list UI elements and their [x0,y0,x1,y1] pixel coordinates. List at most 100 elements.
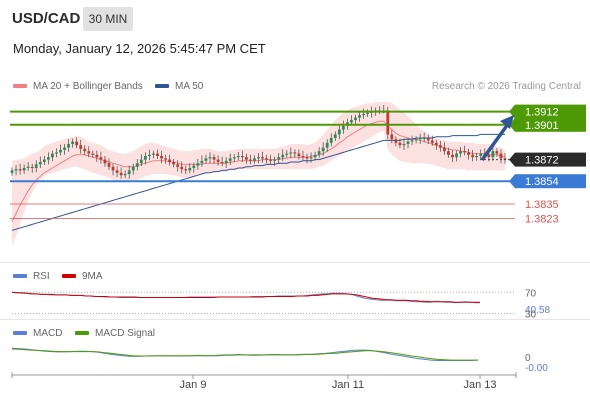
candle-body [115,170,119,173]
level-label: 1.3872 [525,155,559,167]
timestamp: Monday, January 12, 2026 5:45:47 PM CET [13,41,266,56]
candle-body [249,159,252,161]
candle-body [22,168,26,171]
candle-body [204,158,208,161]
candle-body [91,153,95,155]
legend-macd-signal: MACD Signal [75,328,155,339]
legend-rsi-label: RSI [33,271,50,282]
candle-body [394,139,398,143]
candle-body [487,154,491,158]
legend-ma50: MA 50 [155,81,203,92]
candle-body [30,166,34,168]
candle-body [196,163,200,166]
legend-macd-label: MACD [33,328,63,339]
macd-signal-swatch-icon [75,331,89,336]
level-label: 1.3901 [525,120,559,132]
legend-rsi-ma-label: 9MA [82,271,103,282]
candle-body [143,156,147,160]
candle-body [71,141,75,144]
ma50-swatch-icon [155,84,169,89]
candle-body [438,145,442,148]
candle-body [281,154,285,158]
candle-body [503,158,507,160]
time-axis: Jan 9 Jan 11 Jan 13 [11,372,517,391]
candle-body [257,157,260,159]
candle-body [14,169,18,171]
level-label: 1.3835 [525,199,559,211]
candle-body [499,153,503,159]
rsi-value-label: 40.58 [525,305,550,316]
candle-body [451,154,454,158]
candle-body [176,164,180,167]
candle-body [495,151,499,154]
candle-body [366,112,370,114]
candle-body [426,138,430,141]
candle-body [269,159,273,161]
macd-tick-label: 0 [525,353,531,364]
candle-body [313,154,317,158]
candle-body [67,144,70,148]
candle-body [147,154,151,156]
candle-body [42,159,46,162]
candle-body [354,117,357,120]
candle-body [240,156,244,158]
level-label-box [515,174,586,189]
candle-body [329,138,333,143]
candle-body [107,163,111,167]
candle-body [463,151,466,153]
candle-body [442,147,446,152]
timeframe-badge[interactable]: 30 MIN [83,7,133,31]
candle-body [87,151,91,154]
legend-rsi-ma: 9MA [62,271,103,282]
candle-body [75,141,79,146]
level-label: 1.3823 [525,213,559,225]
candle-body [184,169,188,171]
legend-macd-signal-label: MACD Signal [95,328,156,339]
candle-body [46,157,50,160]
candle-body [289,152,293,154]
price-panel [10,102,507,246]
ma20-swatch-icon [13,84,27,89]
candle-body [447,151,450,155]
macd-value-label: -0.00 [525,363,548,374]
candle-body [475,156,479,158]
candle-body [309,157,313,159]
rsi-tick-label: 30 [525,309,537,320]
time-axis-label: Jan 11 [332,379,364,391]
candle-body [418,138,422,140]
candle-body [172,162,176,165]
candle-body [406,141,410,144]
candle-body [277,157,281,160]
candle-body [228,158,232,161]
candle-body [212,157,216,160]
candle-body [152,153,155,155]
candle-body [220,162,224,164]
candle-body [103,159,107,164]
macd-signal-line [11,348,478,361]
candle-body [192,165,196,168]
level-label-box [515,117,586,132]
candle-body [293,152,297,154]
candle-body [123,174,127,176]
candle-body [362,114,365,116]
candle-body [479,153,483,156]
candle-body [434,142,438,146]
legend-ma50-label: MA 50 [175,81,204,92]
candle-body [111,166,115,171]
candle-body [261,157,264,159]
level-label: 1.3912 [525,107,559,119]
candle-body [34,164,38,168]
time-axis-label: Jan 13 [463,379,496,391]
candle-body [99,157,103,160]
panel-divider [0,319,590,320]
candle-body [333,134,337,138]
candle-body [119,172,123,176]
candle-body [188,168,192,171]
candle-body [265,158,268,160]
time-axis-label: Jan 9 [180,379,207,391]
candle-body [305,157,309,159]
